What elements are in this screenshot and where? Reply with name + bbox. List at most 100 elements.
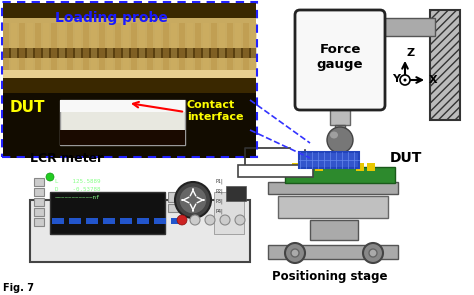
- Text: DUT: DUT: [390, 151, 422, 165]
- Circle shape: [285, 243, 305, 263]
- Bar: [115, 23, 121, 73]
- Bar: [27, 23, 33, 73]
- Bar: [59, 23, 65, 73]
- Bar: [3, 18, 256, 73]
- Bar: [3, 48, 256, 58]
- Bar: [367, 163, 375, 171]
- Bar: [99, 23, 105, 73]
- Text: ~~~~~~~~~~~nf: ~~~~~~~~~~~nf: [55, 195, 100, 200]
- Bar: [51, 23, 57, 73]
- Bar: [430, 10, 460, 120]
- Bar: [330, 105, 350, 125]
- Text: P1|: P1|: [216, 179, 224, 184]
- Bar: [235, 23, 241, 73]
- Circle shape: [205, 215, 215, 225]
- Bar: [163, 23, 169, 73]
- Bar: [268, 182, 398, 194]
- Bar: [34, 188, 44, 196]
- Bar: [60, 100, 185, 112]
- Text: DUT: DUT: [10, 100, 46, 115]
- Bar: [292, 163, 300, 171]
- Bar: [278, 196, 388, 218]
- Bar: [139, 23, 145, 73]
- Bar: [195, 23, 201, 73]
- Bar: [43, 23, 49, 73]
- Bar: [137, 218, 149, 224]
- Bar: [168, 192, 178, 202]
- Text: Contact
interface: Contact interface: [187, 100, 244, 122]
- Bar: [147, 23, 153, 73]
- Circle shape: [177, 215, 187, 225]
- Bar: [356, 163, 364, 171]
- Bar: [380, 18, 435, 36]
- Bar: [34, 178, 44, 186]
- Bar: [69, 218, 81, 224]
- Text: Z: Z: [407, 48, 415, 58]
- Bar: [60, 100, 185, 145]
- Bar: [251, 23, 257, 73]
- Circle shape: [46, 173, 54, 181]
- Bar: [168, 204, 178, 212]
- Circle shape: [400, 75, 410, 85]
- Bar: [310, 220, 358, 240]
- Text: D    -0.53788: D -0.53788: [55, 187, 100, 192]
- Circle shape: [363, 243, 383, 263]
- Bar: [19, 23, 25, 73]
- Bar: [131, 23, 137, 73]
- Bar: [335, 125, 345, 143]
- Text: P2|: P2|: [216, 189, 224, 194]
- Bar: [3, 93, 256, 158]
- Circle shape: [403, 78, 407, 81]
- Bar: [171, 23, 177, 73]
- Bar: [3, 23, 9, 73]
- Bar: [3, 3, 256, 156]
- Bar: [11, 23, 17, 73]
- Bar: [171, 218, 183, 224]
- Bar: [155, 23, 161, 73]
- Text: L    125.5889: L 125.5889: [55, 179, 100, 184]
- Bar: [178, 204, 188, 212]
- Bar: [34, 198, 44, 206]
- Bar: [67, 23, 73, 73]
- Bar: [3, 70, 256, 78]
- Bar: [285, 167, 395, 183]
- Text: Y: Y: [392, 74, 400, 84]
- Ellipse shape: [330, 132, 338, 138]
- FancyBboxPatch shape: [295, 10, 385, 110]
- Circle shape: [190, 215, 200, 225]
- Bar: [103, 218, 115, 224]
- Bar: [2, 2, 257, 157]
- Text: Positioning stage: Positioning stage: [272, 270, 388, 283]
- Bar: [178, 192, 188, 202]
- Bar: [303, 163, 311, 171]
- Bar: [179, 23, 185, 73]
- Bar: [238, 165, 313, 177]
- Bar: [91, 23, 97, 73]
- Bar: [60, 130, 185, 145]
- Circle shape: [220, 215, 230, 225]
- Text: X: X: [429, 75, 438, 85]
- Bar: [75, 23, 81, 73]
- Text: Force
gauge: Force gauge: [317, 43, 363, 71]
- Bar: [83, 23, 89, 73]
- Bar: [3, 3, 256, 93]
- Circle shape: [175, 182, 211, 218]
- Bar: [86, 218, 98, 224]
- Bar: [35, 23, 41, 73]
- Bar: [299, 152, 359, 168]
- Text: Loading probe: Loading probe: [55, 11, 168, 25]
- Bar: [187, 23, 193, 73]
- Bar: [50, 192, 165, 234]
- Text: P3|: P3|: [216, 199, 224, 204]
- Bar: [107, 23, 113, 73]
- Circle shape: [369, 249, 377, 257]
- Bar: [211, 23, 217, 73]
- Bar: [227, 23, 233, 73]
- Bar: [243, 23, 249, 73]
- Bar: [120, 218, 132, 224]
- Bar: [154, 218, 166, 224]
- Bar: [123, 23, 129, 73]
- Bar: [34, 208, 44, 216]
- Text: LCR meter: LCR meter: [30, 152, 103, 165]
- Bar: [226, 186, 246, 201]
